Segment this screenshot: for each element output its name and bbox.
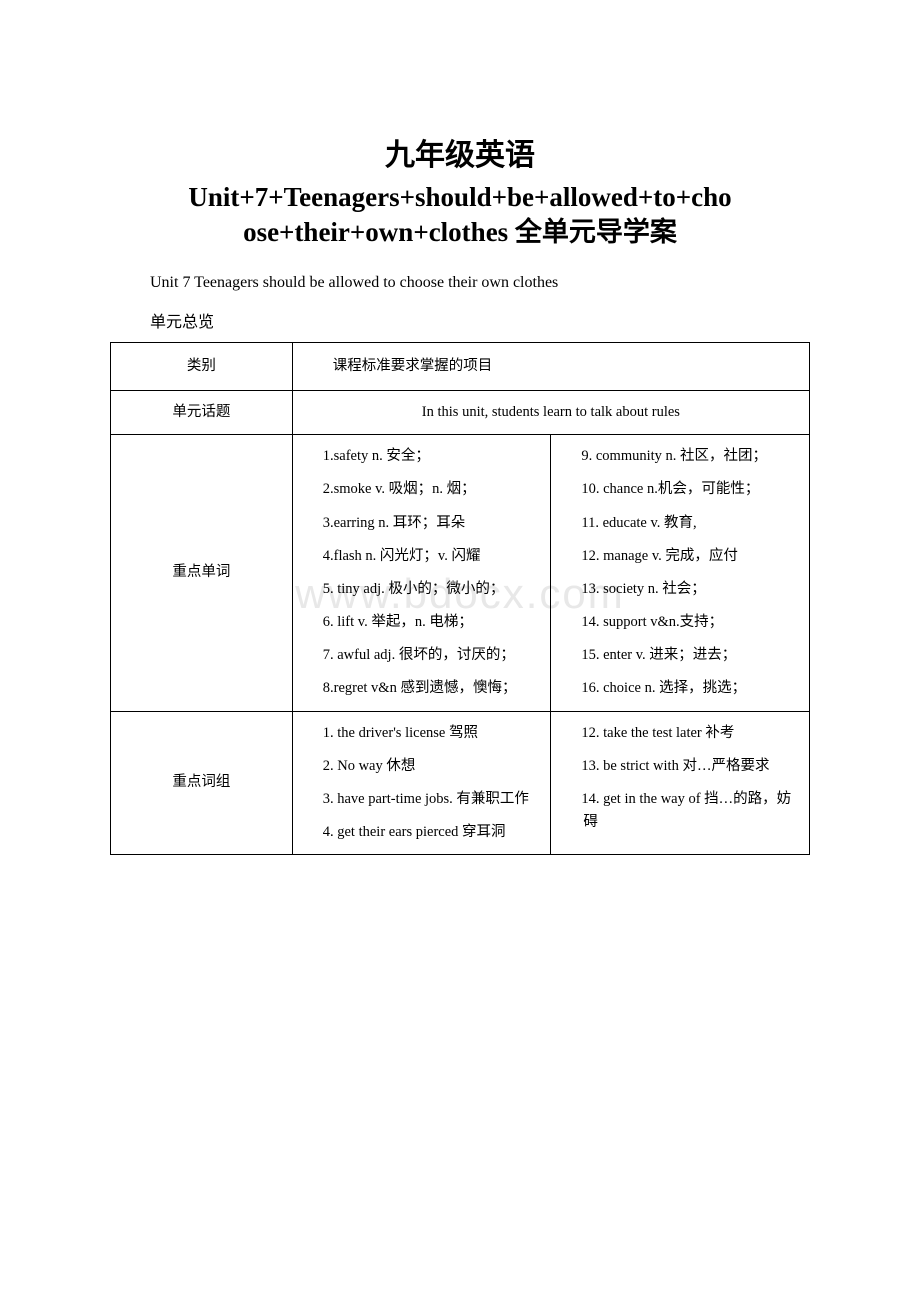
vocab-item: 16. choice n. 选择，挑选；: [559, 677, 801, 700]
vocab-item: 1.safety n. 安全；: [301, 445, 543, 468]
vocab-item: 4.flash n. 闪光灯；v. 闪耀: [301, 545, 543, 568]
vocab-item: 2.smoke v. 吸烟；n. 烟；: [301, 478, 543, 501]
topic-label: 单元话题: [111, 390, 293, 434]
phrase-item: 12. take the test later 补考: [559, 722, 801, 745]
phrases-label: 重点词组: [111, 711, 293, 855]
vocab-label: 重点单词: [111, 435, 293, 712]
header-category: 类别: [111, 342, 293, 390]
phrase-item: 2. No way 休想: [301, 755, 543, 778]
vocab-item: 15. enter v. 进来；进去；: [559, 644, 801, 667]
phrase-item: 4. get their ears pierced 穿耳洞: [301, 821, 543, 844]
topic-content: In this unit, students learn to talk abo…: [292, 390, 809, 434]
vocab-item: 8.regret v&n 感到遗憾，懊悔；: [301, 677, 543, 700]
vocab-item: 3.earring n. 耳环；耳朵: [301, 512, 543, 535]
page-title-line3: ose+their+own+clothes 全单元导学案: [110, 215, 810, 250]
vocab-item: 7. awful adj. 很坏的，讨厌的；: [301, 644, 543, 667]
phrase-item: 13. be strict with 对…严格要求: [559, 755, 801, 778]
overview-label: 单元总览: [150, 308, 810, 332]
phrases-left-cell: 1. the driver's license 驾照 2. No way 休想 …: [292, 711, 551, 855]
table-header-row: 类别 课程标准要求掌握的项目: [111, 342, 810, 390]
phrase-item: 3. have part-time jobs. 有兼职工作: [301, 788, 543, 811]
unit-subtitle: Unit 7 Teenagers should be allowed to ch…: [150, 270, 810, 296]
vocab-item: 6. lift v. 举起，n. 电梯；: [301, 611, 543, 634]
phrase-item: 1. the driver's license 驾照: [301, 722, 543, 745]
vocab-row: 重点单词 1.safety n. 安全； 2.smoke v. 吸烟；n. 烟；…: [111, 435, 810, 712]
topic-row: 单元话题 In this unit, students learn to tal…: [111, 390, 810, 434]
page-title-line2: Unit+7+Teenagers+should+be+allowed+to+ch…: [110, 180, 810, 215]
vocab-item: 11. educate v. 教育,: [559, 512, 801, 535]
vocab-item: 9. community n. 社区，社团；: [559, 445, 801, 468]
vocab-item: 13. society n. 社会；: [559, 578, 801, 601]
vocab-item: 10. chance n.机会，可能性；: [559, 478, 801, 501]
vocab-item: 12. manage v. 完成，应付: [559, 545, 801, 568]
phrase-item: 14. get in the way of 挡…的路，妨碍: [559, 788, 801, 834]
vocab-item: 14. support v&n.支持；: [559, 611, 801, 634]
vocab-left-cell: 1.safety n. 安全； 2.smoke v. 吸烟；n. 烟； 3.ea…: [292, 435, 551, 712]
phrases-right-cell: 12. take the test later 补考 13. be strict…: [551, 711, 810, 855]
page-title-line1: 九年级英语: [110, 130, 810, 174]
overview-table: 类别 课程标准要求掌握的项目 单元话题 In this unit, studen…: [110, 342, 810, 856]
vocab-item: 5. tiny adj. 极小的；微小的；: [301, 578, 543, 601]
phrases-row: 重点词组 1. the driver's license 驾照 2. No wa…: [111, 711, 810, 855]
header-requirements: 课程标准要求掌握的项目: [292, 342, 809, 390]
vocab-right-cell: 9. community n. 社区，社团； 10. chance n.机会，可…: [551, 435, 810, 712]
